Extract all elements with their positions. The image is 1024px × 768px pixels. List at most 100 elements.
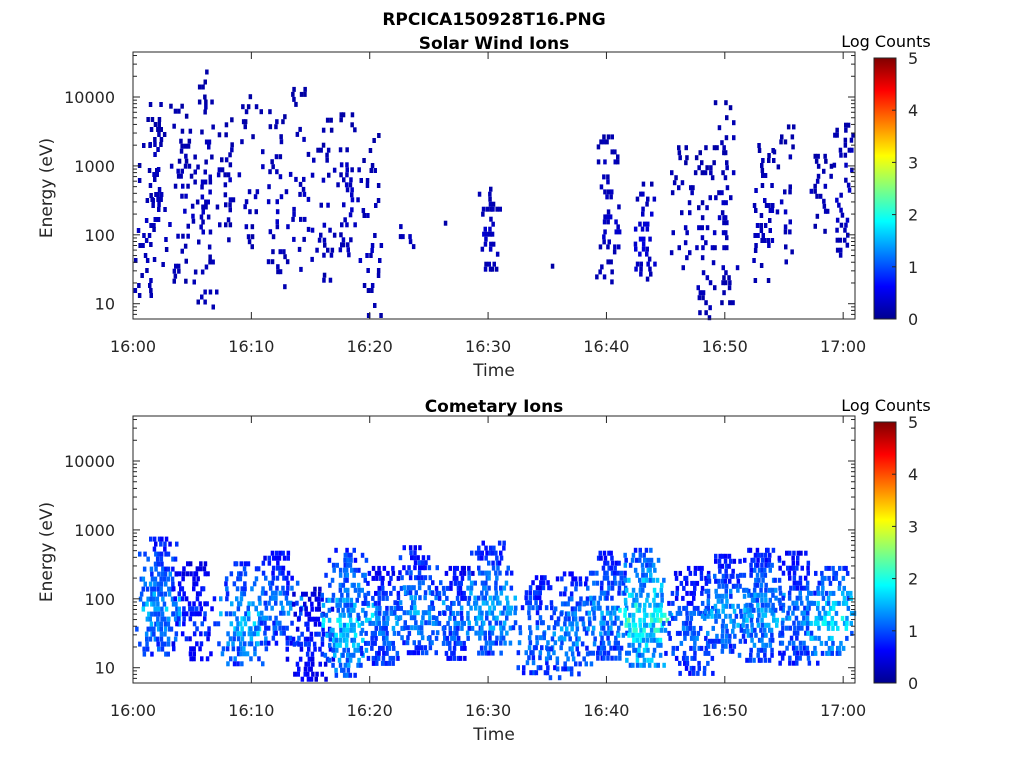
data-cell — [164, 237, 168, 242]
data-cell — [528, 585, 533, 591]
data-cell — [350, 602, 354, 608]
data-cell — [368, 148, 373, 153]
data-cell — [708, 305, 712, 311]
x-tick-label: 16:50 — [702, 701, 748, 720]
data-cell — [768, 552, 772, 558]
data-cell — [730, 648, 735, 654]
data-cell — [249, 641, 254, 647]
data-cell — [240, 586, 244, 592]
data-cell — [283, 284, 287, 290]
data-cell — [435, 630, 440, 636]
data-cell — [307, 656, 312, 662]
data-cell — [581, 621, 586, 627]
data-cell — [453, 640, 458, 646]
colorbar-gradient — [873, 57, 897, 320]
data-cell — [349, 177, 353, 183]
data-cell — [396, 615, 401, 621]
data-cell — [563, 616, 568, 622]
data-cell — [760, 163, 764, 168]
data-cell — [369, 168, 373, 173]
data-cell — [342, 627, 346, 633]
data-cell — [693, 650, 697, 656]
data-cell — [785, 645, 789, 651]
data-cell — [210, 154, 214, 160]
data-cell — [528, 600, 532, 606]
data-cell — [490, 231, 495, 237]
data-cell — [313, 591, 317, 597]
data-cell — [157, 132, 161, 137]
data-cell — [619, 620, 624, 626]
data-cell — [499, 610, 503, 616]
data-cell — [409, 615, 414, 621]
data-cell — [761, 632, 765, 638]
data-cell — [349, 237, 353, 243]
data-cell — [337, 657, 342, 663]
data-cell — [721, 628, 725, 634]
data-cell — [718, 553, 722, 559]
data-cell — [409, 595, 413, 601]
data-cell — [537, 595, 542, 601]
data-cell — [487, 570, 491, 576]
data-cell — [163, 631, 167, 637]
data-cell — [754, 632, 758, 638]
data-cell — [326, 202, 330, 208]
data-cell — [342, 672, 347, 678]
data-cell — [339, 632, 343, 638]
data-cell — [487, 650, 491, 656]
data-cell — [332, 642, 337, 648]
data-cell — [144, 218, 149, 223]
data-cell — [381, 630, 385, 636]
data-cell — [807, 590, 811, 596]
data-cell — [208, 229, 213, 235]
data-cell — [261, 149, 265, 155]
data-cell — [710, 245, 715, 251]
data-cell — [157, 536, 162, 542]
data-cell — [806, 630, 810, 636]
data-cell — [347, 552, 351, 558]
data-cell — [692, 605, 697, 611]
data-cell — [788, 575, 792, 581]
data-cell — [544, 605, 549, 611]
data-cell — [791, 610, 795, 616]
data-cell — [162, 132, 167, 137]
x-tick-label: 16:10 — [228, 701, 274, 720]
data-cell — [357, 615, 361, 621]
data-cell — [505, 615, 509, 621]
data-cell — [435, 615, 439, 621]
data-cell — [494, 550, 498, 556]
data-cell — [321, 602, 326, 608]
data-cell — [408, 575, 413, 581]
data-cell — [334, 672, 339, 678]
data-cell — [226, 217, 231, 223]
data-cell — [252, 581, 257, 587]
data-cell — [368, 620, 372, 626]
data-cell — [645, 632, 649, 638]
data-cell — [717, 593, 722, 599]
data-cell — [720, 563, 724, 569]
data-cell — [353, 632, 358, 638]
data-cell — [271, 575, 276, 581]
data-cell — [746, 632, 751, 638]
data-cell — [672, 180, 677, 186]
data-cell — [644, 572, 648, 578]
data-cell — [439, 580, 443, 586]
data-cell — [788, 229, 792, 235]
data-cell — [750, 557, 754, 563]
data-cell — [306, 676, 311, 682]
data-cell — [714, 593, 719, 599]
data-cell — [330, 577, 335, 583]
data-cell — [217, 132, 222, 138]
data-cell — [396, 655, 400, 661]
data-cell — [616, 570, 620, 576]
data-cell — [787, 595, 792, 601]
data-cell — [571, 616, 576, 622]
data-cell — [195, 596, 200, 602]
data-cell — [315, 247, 319, 253]
data-cell — [800, 565, 804, 571]
data-cell — [800, 620, 804, 626]
data-cell — [227, 237, 231, 243]
data-cell — [177, 581, 182, 587]
data-cell — [261, 570, 266, 576]
data-cell — [445, 595, 449, 601]
data-cell — [556, 616, 561, 622]
